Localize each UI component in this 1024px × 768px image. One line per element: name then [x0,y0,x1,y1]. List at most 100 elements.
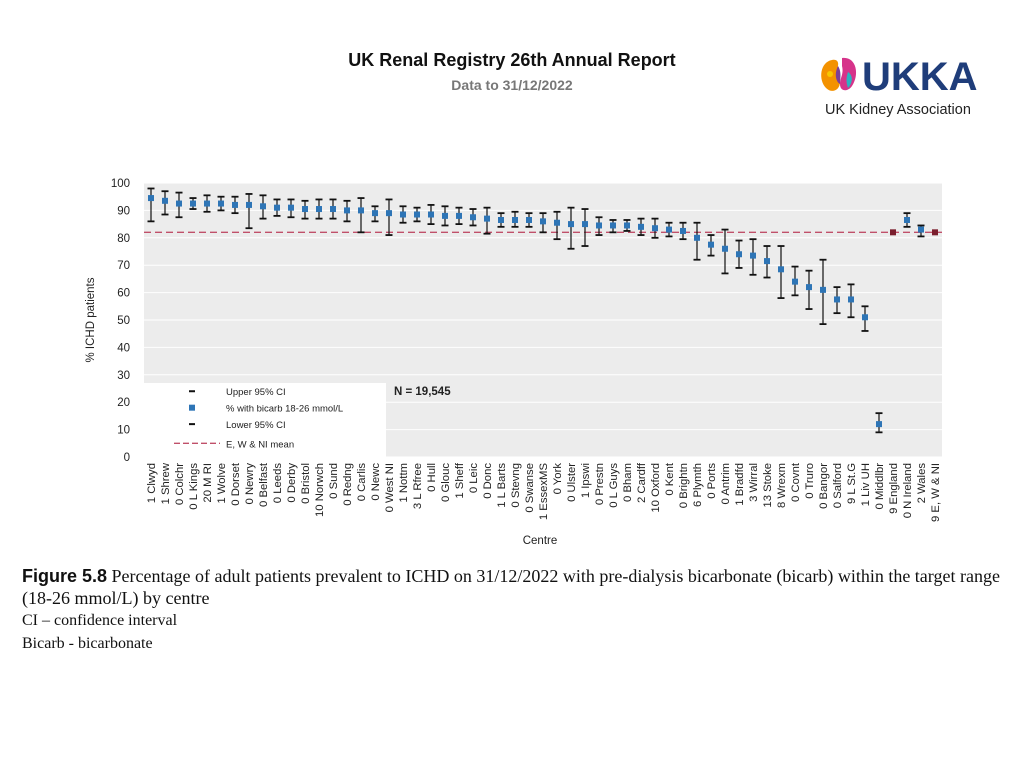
x-tick-label: 2 Wales [916,463,928,504]
logo-wordmark: UKKA [862,55,978,99]
x-tick-label: 3 Wirral [748,463,760,502]
data-point [806,284,812,291]
data-point [750,252,756,259]
y-tick-label: 50 [117,315,130,327]
legend-upper-label: Upper 95% CI [226,387,286,398]
x-tick-label: 3 L Rfree [412,463,424,509]
x-tick-label: 0 N Ireland [902,463,914,518]
data-point [554,219,560,226]
data-point [204,200,210,207]
x-tick-label: 0 Belfast [258,462,270,507]
x-tick-label: 0 Covnt [790,462,802,502]
x-tick-label: 9 L St.G [846,463,858,504]
report-title: UK Renal Registry 26th Annual Report [348,50,676,70]
data-point [470,214,476,221]
x-tick-label: 0 Newc [370,463,382,501]
report-subtitle: Data to 31/12/2022 [451,77,573,93]
legend-point-marker [189,404,195,411]
data-point [316,206,322,213]
x-axis-label: Centre [523,535,558,547]
data-point [764,258,770,265]
data-point [652,225,658,232]
x-tick-label: 1 L Barts [496,463,508,508]
x-tick-label: 10 Norwch [314,463,326,517]
data-point [918,226,924,233]
data-point [218,200,224,207]
data-point [666,226,672,233]
legend-box [144,383,386,457]
n-annotation: N = 19,545 [394,386,451,398]
data-point [400,211,406,218]
figure-caption-text: Percentage of adult patients prevalent t… [22,566,1000,608]
data-point [890,229,896,236]
x-tick-label: 20 M RI [202,463,214,503]
y-tick-label: 40 [117,342,130,354]
data-point [596,222,602,229]
data-point [484,215,490,222]
x-tick-label: 13 Stoke [762,463,774,508]
legend-lower-label: Lower 95% CI [226,420,286,431]
y-tick-label: 80 [117,233,130,245]
y-tick-label: 100 [111,178,130,190]
y-tick-label: 10 [117,425,130,437]
x-tick-label: 0 Sund [328,463,340,499]
y-tick-label: 70 [117,260,130,272]
data-point [260,203,266,210]
x-tick-label: 0 Kent [664,462,676,496]
data-point [428,211,434,218]
data-point [624,222,630,229]
data-point [792,278,798,285]
x-tick-label: 9 England [888,463,900,514]
x-tick-label: 0 Truro [804,463,816,499]
ukka-logo: UKKA UK Kidney Association [821,55,978,118]
data-point [862,314,868,321]
data-point [820,286,826,293]
data-point [876,421,882,428]
y-tick-label: 20 [117,397,130,409]
data-point [834,296,840,303]
x-tick-label: 1 EssexMS [538,463,550,521]
data-point [568,221,574,228]
figure-label: Figure 5.8 [22,566,108,586]
kidney-logo-icon [821,57,857,91]
data-point [610,222,616,229]
data-point [274,204,280,211]
x-tick-label: 1 Sheff [454,462,466,498]
x-tick-label: 0 Brightn [678,463,690,508]
legend-mean-label: E, W & NI mean [226,439,294,450]
note-bicarb: Bicarb - bicarbonate [22,635,153,652]
x-tick-label: 1 Bradfd [734,463,746,506]
data-point [302,206,308,213]
x-tick-label: 0 Colchr [174,463,186,505]
data-point [736,251,742,258]
data-point [526,216,532,223]
data-point [904,216,910,223]
x-tick-label: 8 Wrexm [776,463,788,508]
x-tick-label: 0 Salford [832,463,844,508]
y-tick-label: 0 [124,452,130,464]
data-point [344,207,350,214]
x-tick-label: 9 E, W & NI [930,463,942,522]
x-tick-label: 0 Hull [426,463,438,492]
x-tick-label: 0 Antrim [720,463,732,504]
data-point [456,212,462,219]
data-point [232,201,238,208]
x-tick-label: 0 Donc [482,463,494,499]
data-point [288,204,294,211]
x-tick-label: 0 West NI [384,463,396,512]
x-tick-label: 1 Shrew [160,462,172,504]
x-tick-label: 0 York [552,463,564,495]
y-axis-label: % ICHD patients [85,277,97,362]
x-tick-label: 0 Prestn [594,463,606,505]
x-tick-label: 0 Newry [244,463,256,505]
x-tick-label: 10 Oxford [650,463,662,513]
data-point [582,221,588,228]
x-tick-label: 0 Glouc [440,463,452,502]
legend-point-label: % with bicarb 18-26 mmol/L [226,404,343,415]
data-point [176,200,182,207]
data-point [148,195,154,202]
x-tick-label: 0 Bristol [300,463,312,504]
figure-caption: Figure 5.8 Percentage of adult patients … [22,565,1012,609]
x-tick-label: 0 Carlis [356,463,368,502]
x-tick-label: 0 Leeds [272,463,284,504]
